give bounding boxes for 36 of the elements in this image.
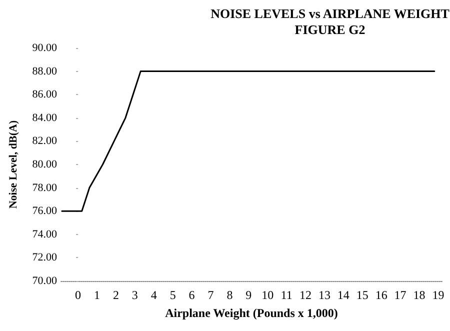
y-tick-label: 84.00 (32, 112, 58, 124)
y-tick-label: 88.00 (32, 65, 58, 78)
x-tick-label: 13 (318, 288, 330, 302)
x-tick-label: 1 (94, 288, 100, 302)
x-tick-label: 16 (375, 288, 388, 302)
y-tick-label: 90.00 (32, 42, 58, 54)
x-tick-label: 10 (262, 288, 274, 302)
x-tick-label: 4 (150, 288, 157, 302)
x-tick-label: 15 (356, 288, 368, 302)
x-tick-label: 9 (246, 288, 252, 302)
y-axis-title: Noise Level, dB(A) (8, 120, 20, 209)
y-tick-label: 76.00 (32, 205, 58, 218)
x-tick-label: 5 (170, 288, 176, 302)
y-tick-label: 78.00 (32, 182, 58, 194)
y-tick-label: 74.00 (32, 228, 58, 240)
x-tick-label: 19 (432, 288, 444, 302)
x-tick-label: 18 (413, 288, 426, 302)
y-tick-label: 72.00 (32, 252, 58, 264)
x-tick-label: 11 (280, 288, 292, 302)
y-tick-label: 82.00 (32, 135, 58, 148)
x-tick-label: 0 (75, 288, 82, 302)
x-axis-title: Airplane Weight (Pounds x 1,000) (165, 306, 338, 320)
chart-subtitle: FIGURE G2 (294, 22, 366, 37)
x-tick-label: 7 (208, 288, 214, 302)
x-tick-label: 14 (337, 288, 350, 302)
chart-title: NOISE LEVELS vs AIRPLANE WEIGHT (210, 6, 450, 21)
x-tick-label: 3 (132, 288, 138, 302)
y-tick-label: 86.00 (32, 88, 58, 101)
line-series (61, 70, 436, 212)
y-tick-label: 70.00 (32, 275, 58, 287)
x-tick-label: 2 (112, 288, 119, 302)
x-tick-label: 12 (300, 288, 312, 302)
y-tick-label: 80.00 (32, 158, 58, 170)
x-tick-label: 6 (188, 288, 195, 302)
x-tick-label: 17 (394, 288, 406, 302)
x-tick-label: 8 (226, 288, 233, 302)
